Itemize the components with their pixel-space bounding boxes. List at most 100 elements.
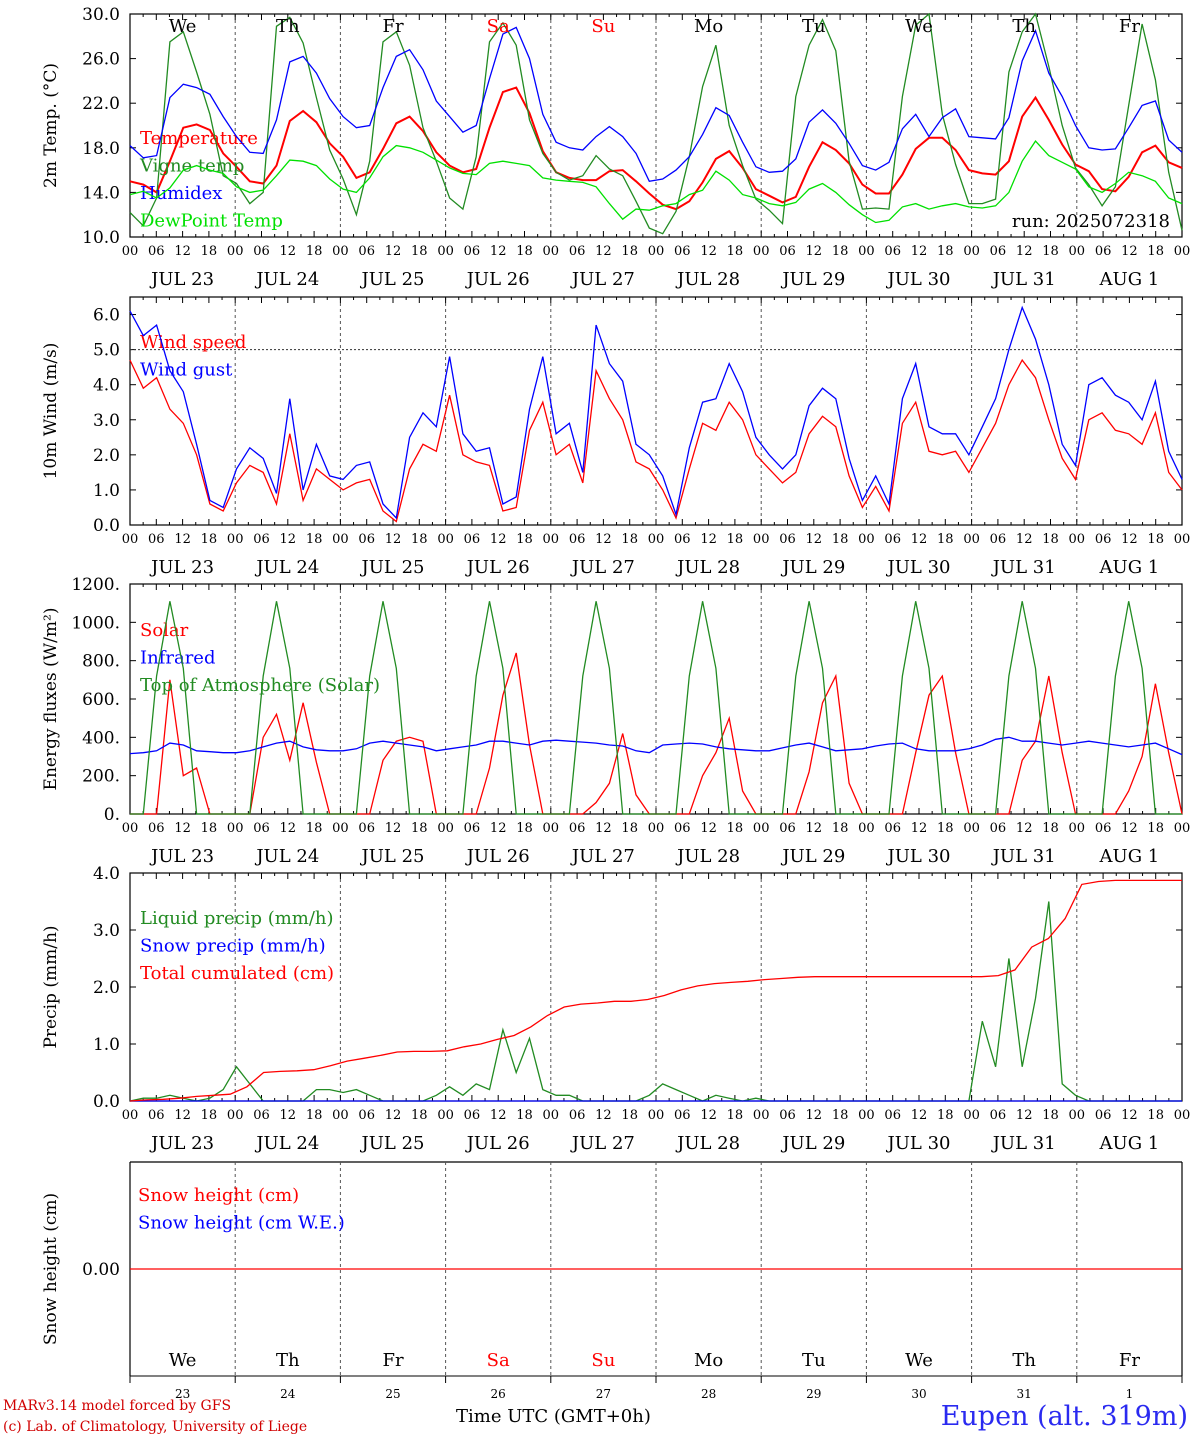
x-tick-label: 06	[674, 532, 691, 547]
series-line	[129, 86, 1183, 211]
x-tick-label: 12	[490, 244, 507, 259]
date-label: AUG 1	[1099, 557, 1160, 578]
x-tick-label: 12	[806, 821, 823, 836]
date-label: JUL 27	[570, 1133, 635, 1154]
date-label: JUL 28	[675, 846, 740, 867]
x-tick-label: 18	[621, 532, 638, 547]
x-tick-label: 12	[806, 244, 823, 259]
y-tick-label: 0.00	[82, 1260, 120, 1280]
panel-2: 0.0 1.0 2.0 3.0 4.0 5.0 6.0 10m Wind (m/s) Wind …	[41, 296, 1190, 578]
x-tick-label: 06	[358, 244, 375, 259]
y-tick-label: 26.0	[82, 50, 120, 70]
day-name-label: Tu	[802, 16, 826, 37]
legend-entry: Total cumulated (cm)	[140, 963, 334, 984]
x-tick-label: 12	[280, 821, 297, 836]
day-name-label: We	[905, 16, 933, 37]
day-name-label: Fr	[1119, 16, 1140, 37]
x-tick-label: 06	[464, 244, 481, 259]
y-tick-label: 2.0	[93, 446, 120, 466]
x-tick-label: 12	[490, 1108, 507, 1123]
y-tick-label: 400.	[82, 728, 120, 748]
x-tick-label: 00	[437, 532, 454, 547]
x-tick-label: 00	[227, 1108, 244, 1123]
x-tick-label: 12	[174, 244, 191, 259]
x-tick-label: 18	[411, 821, 428, 836]
x-tick-label: 12	[595, 821, 612, 836]
x-tick-label: 18	[201, 532, 218, 547]
x-tick-label: 06	[148, 821, 165, 836]
y-axis-label: 2m Temp. (°C)	[41, 63, 61, 188]
x-tick-label: 06	[674, 1108, 691, 1123]
day-name-label: Th	[276, 1350, 300, 1371]
x-tick-label: 18	[621, 821, 638, 836]
date-label: JUL 29	[780, 269, 845, 290]
x-tick-label: 06	[148, 1108, 165, 1123]
day-number-label: 30	[911, 1387, 926, 1401]
x-tick-label: 00	[1174, 821, 1191, 836]
x-tick-label: 06	[148, 244, 165, 259]
day-name-label: Th	[1012, 16, 1036, 37]
y-tick-label: 3.0	[93, 411, 120, 431]
x-tick-label: 12	[700, 821, 717, 836]
x-tick-label: 12	[700, 532, 717, 547]
x-tick-label: 00	[963, 244, 980, 259]
x-tick-label: 12	[1016, 244, 1033, 259]
x-tick-label: 00	[753, 244, 770, 259]
x-tick-label: 18	[832, 821, 849, 836]
x-tick-label: 06	[1095, 821, 1112, 836]
y-axis-label: Snow height (cm)	[41, 1193, 61, 1345]
x-tick-label: 00	[332, 244, 349, 259]
day-name-label: We	[905, 1350, 933, 1371]
x-tick-label: 12	[385, 244, 402, 259]
y-axis-label: 10m Wind (m/s)	[41, 343, 61, 480]
y-tick-label: 1.0	[93, 481, 120, 501]
x-tick-label: 18	[1042, 532, 1059, 547]
x-tick-label: 00	[648, 244, 665, 259]
legend-entry: Humidex	[140, 183, 222, 204]
x-tick-label: 00	[332, 821, 349, 836]
x-tick-label: 18	[727, 532, 744, 547]
legend-entry: Liquid precip (mm/h)	[140, 908, 334, 929]
day-name-label: Fr	[1119, 1350, 1140, 1371]
date-label: JUL 31	[991, 269, 1056, 290]
x-tick-label: 00	[648, 821, 665, 836]
x-tick-label: 06	[779, 1108, 796, 1123]
x-tick-label: 00	[122, 821, 139, 836]
day-number-label: 29	[806, 1387, 821, 1401]
x-tick-label: 18	[937, 1108, 954, 1123]
x-tick-label: 00	[437, 244, 454, 259]
day-name-label: Tu	[802, 1350, 826, 1371]
date-label: JUL 29	[780, 846, 845, 867]
day-name-label: Su	[591, 16, 615, 37]
x-tick-label: 12	[1016, 821, 1033, 836]
series-line	[129, 26, 1183, 183]
x-tick-label: 00	[753, 532, 770, 547]
panel-1: 10.0 14.0 18.0 22.0 26.0 30.0 2m Temp. (°C) Tem…	[41, 5, 1190, 290]
y-tick-label: 800.	[82, 652, 120, 672]
x-tick-label: 00	[543, 532, 560, 547]
x-tick-label: 18	[937, 821, 954, 836]
legend-entry: DewPoint Temp	[140, 211, 283, 232]
x-tick-label: 12	[806, 532, 823, 547]
x-tick-label: 18	[1042, 821, 1059, 836]
y-tick-label: 1200.	[71, 575, 120, 595]
y-tick-label: 600.	[82, 690, 120, 710]
date-label: JUL 23	[149, 269, 214, 290]
date-label: JUL 24	[254, 557, 319, 578]
x-tick-label: 00	[227, 244, 244, 259]
y-tick-label: 18.0	[82, 139, 120, 159]
y-tick-label: 0.0	[93, 516, 120, 536]
x-tick-label: 00	[543, 244, 560, 259]
x-tick-label: 12	[1016, 1108, 1033, 1123]
x-tick-label: 18	[201, 1108, 218, 1123]
day-number-label: 23	[175, 1387, 190, 1401]
legend-entry: Snow height (cm W.E.)	[138, 1213, 345, 1234]
day-number-label: 31	[1017, 1387, 1032, 1401]
x-tick-label: 06	[1095, 244, 1112, 259]
x-tick-label: 12	[174, 532, 191, 547]
x-tick-label: 12	[911, 532, 928, 547]
x-tick-label: 18	[201, 821, 218, 836]
x-tick-label: 12	[595, 532, 612, 547]
date-label: JUL 25	[360, 557, 425, 578]
x-tick-label: 00	[753, 1108, 770, 1123]
